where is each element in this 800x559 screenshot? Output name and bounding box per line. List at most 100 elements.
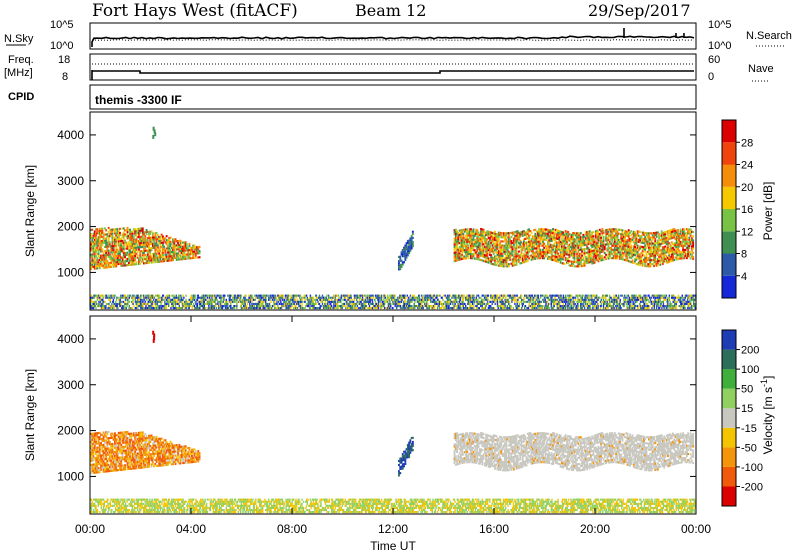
heatmap-cell (540, 257, 542, 259)
heatmap-cell (342, 307, 343, 309)
heatmap-cell (611, 239, 613, 241)
heatmap-cell (159, 248, 161, 250)
heatmap-cell (649, 239, 651, 241)
heatmap-cell (149, 253, 151, 255)
heatmap-cell (687, 249, 689, 251)
heatmap-cell (254, 295, 255, 297)
heatmap-cell (651, 241, 653, 243)
heatmap-cell (609, 241, 611, 243)
heatmap-cell (95, 301, 96, 303)
heatmap-cell (138, 295, 139, 297)
heatmap-cell (205, 295, 206, 297)
heatmap-cell (124, 305, 125, 307)
heatmap-cell (108, 237, 110, 239)
heatmap-cell (289, 303, 290, 305)
heatmap-cell (502, 255, 504, 257)
heatmap-cell (295, 305, 296, 307)
heatmap-cell (353, 301, 354, 303)
heatmap-cell (365, 299, 366, 301)
heatmap-cell (156, 240, 158, 242)
heatmap-cell (357, 301, 358, 303)
heatmap-cell (253, 299, 254, 301)
heatmap-cell (466, 237, 468, 239)
heatmap-cell (407, 254, 409, 256)
heatmap-cell (468, 245, 470, 247)
heatmap-cell (298, 295, 299, 297)
heatmap-cell (159, 250, 161, 252)
heatmap-cell (408, 252, 410, 254)
heatmap-cell (266, 299, 267, 301)
heatmap-cell (91, 299, 92, 301)
heatmap-cell (138, 248, 140, 250)
heatmap-cell (147, 239, 149, 241)
heatmap-cell (490, 254, 492, 256)
heatmap-cell (162, 305, 163, 307)
heatmap-cell (324, 307, 325, 309)
heatmap-cell (475, 243, 477, 245)
heatmap-cell (677, 231, 679, 233)
heatmap-cell (335, 299, 336, 301)
heatmap-cell (120, 305, 121, 307)
heatmap-cell (195, 297, 196, 299)
heatmap-cell (610, 247, 612, 249)
heatmap-cell (395, 295, 396, 297)
heatmap-cell (123, 301, 124, 303)
heatmap-cell (220, 303, 221, 305)
heatmap-cell (224, 295, 225, 297)
heatmap-cell (396, 299, 397, 301)
heatmap-cell (575, 241, 577, 243)
heatmap-cell (584, 254, 586, 256)
heatmap-cell (648, 245, 650, 247)
heatmap-cell (315, 307, 316, 309)
heatmap-cell (142, 227, 144, 229)
heatmap-cell (316, 303, 317, 305)
heatmap-cell (142, 229, 144, 231)
heatmap-cell (94, 301, 95, 303)
heatmap-cell (142, 301, 143, 303)
heatmap-cell (328, 295, 329, 297)
heatmap-cell (101, 250, 103, 252)
heatmap-cell (249, 303, 250, 305)
heatmap-cell (351, 299, 352, 301)
heatmap-cell (335, 301, 336, 303)
heatmap-cell (185, 307, 186, 309)
heatmap-cell (508, 236, 510, 238)
heatmap-cell (412, 241, 414, 243)
heatmap-cell (105, 229, 107, 231)
heatmap-cell (193, 303, 194, 305)
heatmap-cell (461, 252, 463, 254)
heatmap-cell (395, 299, 396, 301)
heatmap-cell (138, 261, 140, 263)
heatmap-cell (103, 301, 104, 303)
heatmap-cell (374, 299, 375, 301)
heatmap-cell (617, 253, 619, 255)
heatmap-cell (558, 238, 560, 240)
heatmap-cell (230, 307, 231, 309)
heatmap-cell (299, 297, 300, 299)
heatmap-cell (547, 243, 549, 245)
heatmap-cell (170, 237, 172, 239)
heatmap-cell (94, 297, 95, 299)
heatmap-cell (175, 299, 176, 301)
heatmap-cell (94, 259, 96, 261)
heatmap-cell (531, 232, 533, 234)
heatmap-cell (617, 245, 619, 247)
heatmap-cell (641, 235, 643, 237)
heatmap-cell (227, 301, 228, 303)
heatmap-cell (133, 305, 134, 307)
heatmap-cell (637, 245, 639, 247)
heatmap-cell (106, 233, 108, 235)
heatmap-cell (615, 228, 617, 230)
heatmap-cell (173, 305, 174, 307)
heatmap-cell (142, 307, 143, 309)
heatmap-cell (106, 295, 107, 297)
heatmap-cell (574, 257, 576, 259)
heatmap-cell (139, 252, 141, 254)
heatmap-cell (398, 305, 399, 307)
heatmap-cell (649, 261, 651, 263)
heatmap-cell (220, 299, 221, 301)
heatmap-cell (355, 307, 356, 309)
heatmap-cell (109, 241, 111, 243)
heatmap-cell (351, 297, 352, 299)
heatmap-cell (623, 254, 625, 256)
